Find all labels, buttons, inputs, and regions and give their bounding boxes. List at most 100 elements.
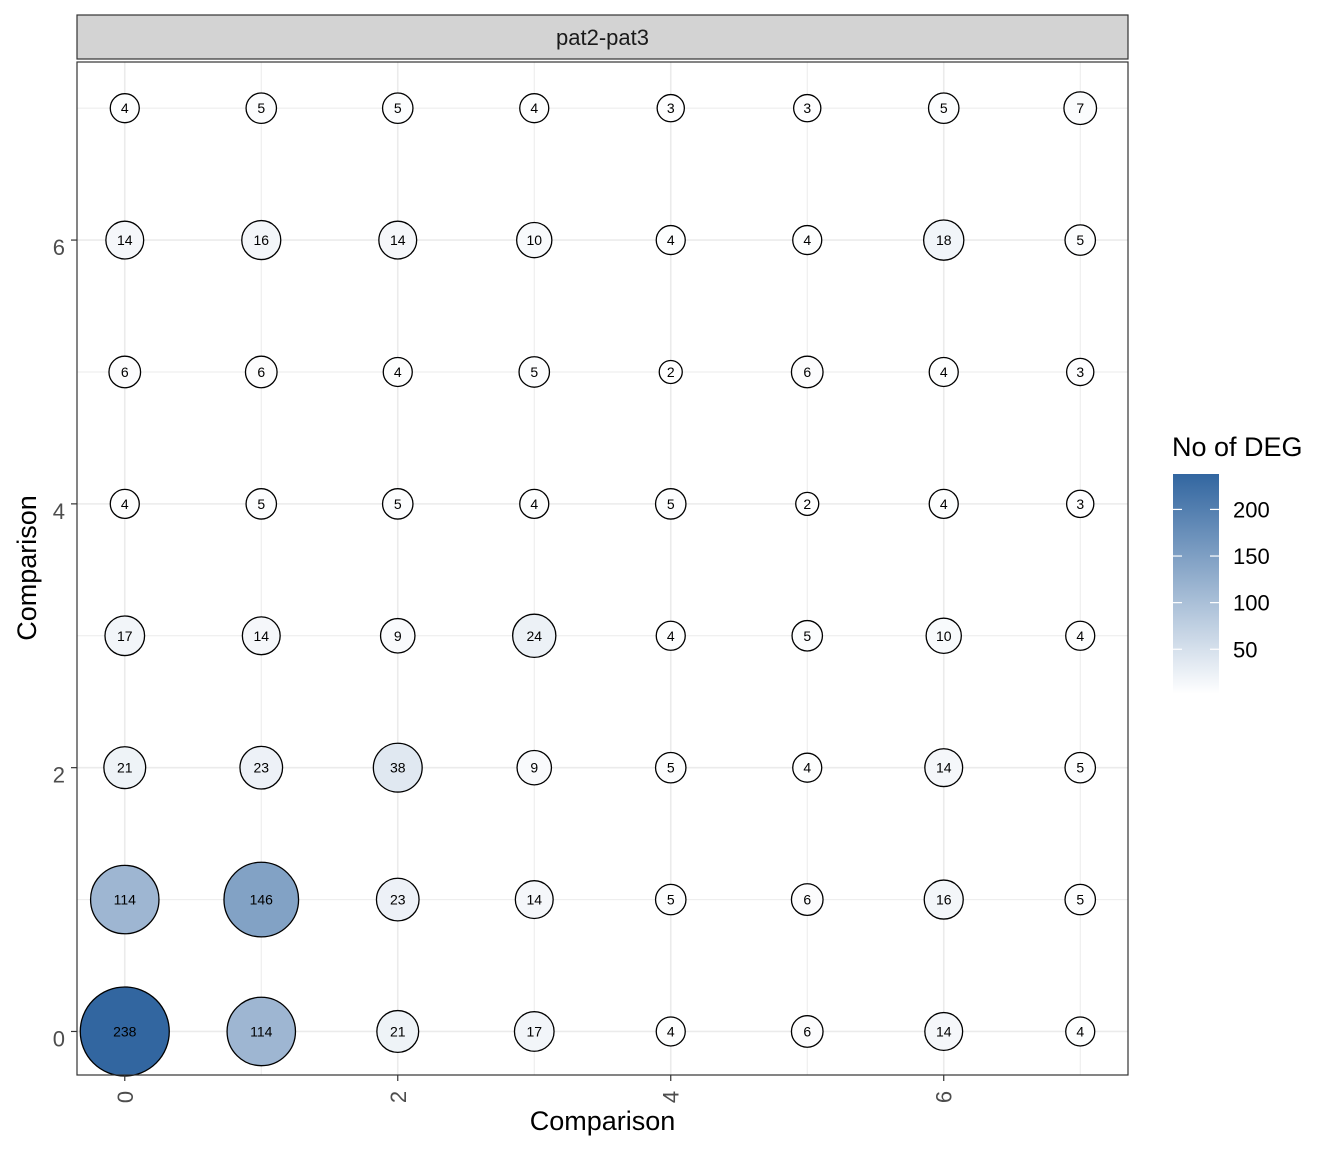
bubble-value-label: 23	[390, 892, 406, 908]
bubble-value-label: 4	[667, 232, 675, 248]
legend-tick-label: 50	[1233, 637, 1257, 662]
bubble-point	[656, 93, 685, 123]
bubble-value-label: 4	[1076, 1023, 1084, 1039]
bubble-point	[376, 1009, 420, 1054]
bubble-value-label: 10	[526, 232, 542, 248]
bubble-value-label: 4	[1076, 628, 1084, 644]
bubble-point	[1065, 357, 1095, 387]
bubble-value-label: 6	[803, 364, 811, 380]
bubble-value-label: 4	[667, 1023, 675, 1039]
bubble-value-label: 114	[114, 892, 137, 908]
bubble-value-label: 4	[803, 232, 811, 248]
bubble-point	[381, 488, 414, 520]
bubble-point	[655, 620, 686, 651]
bubble-point	[1065, 620, 1096, 651]
bubble-value-label: 6	[257, 364, 265, 380]
bubble-value-label: 5	[257, 496, 265, 512]
bubble-value-label: 5	[667, 760, 675, 776]
bubble-value-label: 4	[530, 496, 538, 512]
bubble-value-label: 5	[1076, 760, 1084, 776]
bubble-point	[924, 748, 964, 788]
bubble-value-label: 4	[121, 496, 129, 512]
x-tick-label: 0	[113, 1091, 138, 1103]
bubble-value-label: 6	[121, 364, 129, 380]
bubble-value-label: 5	[257, 100, 265, 116]
bubble-value-label: 14	[390, 232, 406, 248]
bubble-point	[105, 220, 145, 260]
bubble-value-label: 10	[936, 628, 952, 644]
bubble-value-label: 9	[530, 760, 538, 776]
bubble-point	[795, 491, 820, 517]
bubble-point	[514, 880, 554, 920]
bubble-value-label: 17	[526, 1023, 542, 1039]
bubble-point	[512, 613, 557, 659]
legend-tick-label: 150	[1233, 544, 1270, 569]
legend-tick-label: 100	[1233, 591, 1270, 616]
bubble-point	[381, 92, 414, 125]
legend-colorbar	[1173, 474, 1219, 694]
y-tick-label: 4	[53, 499, 65, 524]
plot-panel-border	[76, 61, 1129, 1076]
bubble-point	[241, 219, 282, 261]
bubble-point	[790, 1015, 824, 1048]
legend-ticks: 50 100 150 200	[1173, 497, 1270, 662]
bubble-point	[927, 92, 960, 125]
bubble-point	[792, 93, 822, 123]
bubble-point	[513, 1011, 555, 1052]
bubble-value-label: 5	[530, 364, 538, 380]
data-points: 4 5 5 4 3 3 5 714 16 14 10 4 4 18 56 6 4 5 2 6 4 34 5 5 4 5 2 4 317 1…	[79, 91, 1098, 1077]
x-axis-ticks: 0 2 4 6	[113, 1075, 957, 1103]
bubble-point	[104, 615, 146, 657]
bubble-value-label: 14	[526, 892, 542, 908]
bubble-value-label: 14	[936, 1023, 952, 1039]
bubble-value-label: 146	[250, 892, 274, 908]
bubble-point	[516, 749, 553, 786]
bubble-value-label: 5	[394, 496, 402, 512]
bubble-value-label: 4	[940, 496, 948, 512]
bubble-point	[519, 488, 550, 520]
facet-strip-label: pat2-pat3	[556, 25, 649, 50]
bubble-value-label: 16	[253, 232, 269, 248]
bubble-value-label: 4	[940, 364, 948, 380]
x-tick-label: 2	[386, 1091, 411, 1103]
y-tick-label: 6	[53, 235, 65, 260]
bubble-point	[925, 617, 962, 655]
bubble-point	[655, 224, 686, 256]
bubble-point	[928, 488, 959, 520]
bubble-value-label: 3	[1076, 364, 1084, 380]
bubble-value-label: 14	[936, 760, 952, 776]
bubble-point	[223, 861, 300, 938]
x-axis-title: Comparison	[530, 1106, 676, 1136]
bubble-value-label: 14	[253, 628, 269, 644]
legend-title: No of DEG	[1172, 432, 1303, 462]
x-tick-label: 6	[932, 1091, 957, 1103]
bubble-point	[654, 883, 687, 916]
bubble-value-label: 2	[803, 496, 811, 512]
x-tick-label: 4	[659, 1091, 684, 1103]
bubble-point	[244, 355, 278, 389]
bubble-value-label: 114	[250, 1023, 273, 1039]
bubble-value-label: 4	[667, 628, 675, 644]
bubble-point	[109, 93, 140, 124]
bubble-point	[103, 746, 147, 790]
bubble-value-label: 5	[1076, 892, 1084, 908]
bubble-point	[382, 356, 413, 388]
bubble-point	[1063, 91, 1098, 126]
bubble-point	[1065, 489, 1095, 519]
bubble-point	[654, 488, 687, 520]
bubble-point	[378, 220, 418, 260]
bubble-value-label: 4	[121, 100, 129, 116]
bubble-value-label: 21	[390, 1023, 406, 1039]
bubble-point	[790, 355, 824, 389]
bubble-value-label: 5	[803, 628, 811, 644]
bubble-value-label: 5	[940, 100, 948, 116]
bubble-value-label: 6	[803, 1023, 811, 1039]
y-tick-label: 0	[53, 1026, 65, 1051]
bubble-point	[655, 1016, 686, 1047]
bubble-value-label: 4	[394, 364, 402, 380]
bubble-point	[791, 619, 824, 652]
bubble-point	[519, 93, 550, 124]
bubble-value-label: 3	[667, 100, 675, 116]
bubble-point	[516, 221, 553, 259]
